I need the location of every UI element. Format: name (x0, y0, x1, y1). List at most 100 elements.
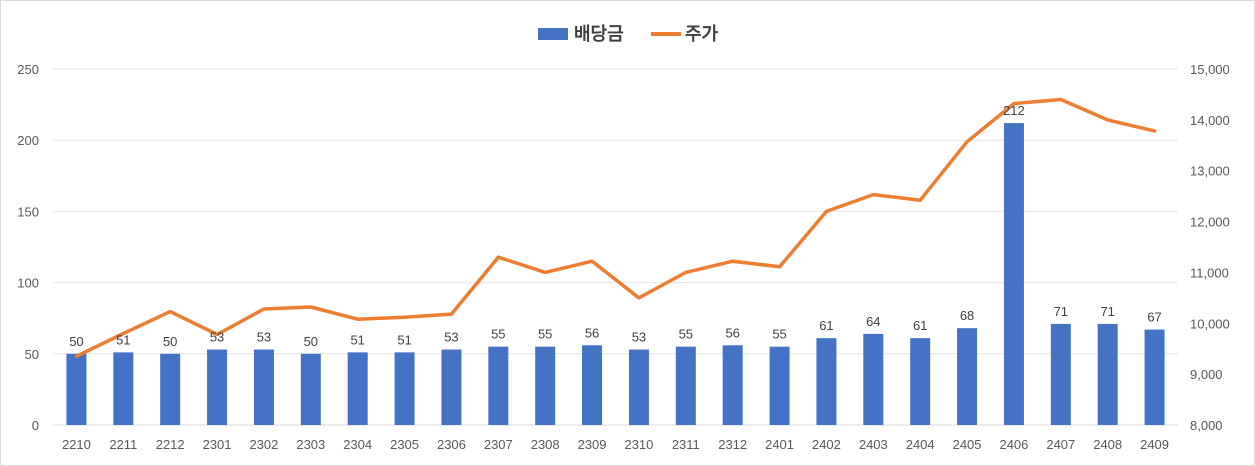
x-axis-tick-label: 2404 (906, 437, 935, 452)
dividend-data-label: 64 (866, 314, 880, 329)
bar-data-labels: 50 51 50 53 53 50 51 51 53 55 55 56 53 55 56 55 61 64 61 68… (69, 103, 1162, 349)
price-line-layer (74, 97, 1157, 359)
price-point (449, 312, 453, 316)
right-axis-tick-label: 10,000 (1190, 316, 1230, 331)
x-axis-tick-label: 2303 (296, 437, 325, 452)
x-axis-tick-label: 2311 (672, 437, 700, 452)
price-point (496, 255, 500, 259)
dividend-data-label: 56 (725, 325, 739, 340)
right-axis-tick-label: 12,000 (1190, 215, 1230, 230)
dividend-data-label: 55 (538, 327, 552, 342)
x-axis-tick-label: 2312 (718, 437, 747, 452)
price-point (74, 354, 78, 358)
dividend-bar (628, 349, 649, 425)
dividend-bar (300, 353, 321, 425)
x-axis-tick-label: 2301 (203, 437, 232, 452)
price-line (74, 97, 1157, 359)
x-axis-tick-label: 2305 (390, 437, 419, 452)
price-point (309, 305, 313, 309)
right-axis-tick-label: 15,000 (1190, 62, 1230, 77)
price-point (168, 310, 172, 314)
price-point (637, 296, 641, 300)
dividend-data-label: 51 (116, 332, 130, 347)
dividend-bar (957, 328, 978, 425)
x-axis-tick-label: 2406 (999, 437, 1028, 452)
left-axis-tick-label: 250 (17, 62, 39, 77)
dividend-data-label: 71 (1054, 304, 1068, 319)
price-point (356, 317, 360, 321)
price-point (684, 270, 688, 274)
left-axis-tick-label: 100 (17, 276, 39, 291)
dividend-data-label: 55 (679, 327, 693, 342)
x-axis-tick-label: 2402 (812, 437, 841, 452)
right-axis-tick-label: 9,000 (1190, 367, 1223, 382)
dividend-data-label: 71 (1100, 304, 1114, 319)
price-point (871, 193, 875, 197)
x-axis-tick-label: 2304 (343, 437, 372, 452)
dividend-bar (488, 346, 509, 425)
dividend-data-label: 50 (69, 334, 83, 349)
dividend-data-label: 61 (819, 318, 833, 333)
x-axis-tick-label: 2403 (859, 437, 888, 452)
dividend-data-label: 68 (960, 308, 974, 323)
price-point (403, 315, 407, 319)
dividend-bar (113, 352, 134, 425)
dividend-bar (207, 349, 228, 425)
dividend-bar (1144, 329, 1165, 425)
dividend-bar (816, 338, 837, 425)
dividend-data-label: 55 (491, 327, 505, 342)
dividend-bar (1097, 323, 1118, 425)
x-axis-tick-label: 2310 (624, 437, 653, 452)
dividend-data-label: 53 (210, 330, 224, 345)
legend-label-dividend: 배당금 (574, 24, 624, 45)
right-axis-ticks: 8,000 9,000 10,000 11,000 12,000 13,000 14,000… (1190, 62, 1230, 433)
dividend-data-label: 53 (632, 330, 646, 345)
x-axis-tick-label: 2308 (531, 437, 560, 452)
price-point (1153, 129, 1157, 133)
dividend-bar (863, 333, 884, 425)
dividend-bar (1003, 123, 1024, 425)
dividend-bar (66, 353, 87, 425)
dividend-data-label: 56 (585, 325, 599, 340)
price-point (1012, 102, 1016, 106)
x-axis-tick-label: 2405 (953, 437, 982, 452)
price-point (965, 140, 969, 144)
dividend-bar (769, 346, 790, 425)
x-axis-tick-label: 2408 (1093, 437, 1122, 452)
dividend-bar (582, 345, 603, 425)
price-point (590, 259, 594, 263)
price-point (918, 198, 922, 202)
dividend-bar (910, 338, 931, 425)
dividend-bar (675, 346, 696, 425)
left-axis-tick-label: 50 (25, 347, 39, 362)
x-axis-tick-label: 2307 (484, 437, 513, 452)
price-point (778, 265, 782, 269)
dividend-data-label: 51 (350, 332, 364, 347)
price-point (1059, 98, 1063, 102)
dividend-data-label: 51 (397, 332, 411, 347)
x-axis-tick-label: 2409 (1140, 437, 1169, 452)
x-axis-tick-label: 2212 (156, 437, 185, 452)
left-axis-ticks: 0 50 100 150 200 250 (17, 62, 39, 433)
dividend-data-label: 61 (913, 318, 927, 333)
price-point (262, 307, 266, 311)
dividend-bar (1050, 323, 1071, 425)
dividend-bar (347, 352, 368, 425)
dividend-bar (394, 352, 415, 425)
legend-swatch-dividend (538, 28, 568, 40)
x-axis-tick-label: 2211 (109, 437, 137, 452)
left-axis-tick-label: 0 (32, 418, 39, 433)
price-point (824, 209, 828, 213)
dividend-data-label: 55 (772, 327, 786, 342)
dividend-data-label: 50 (304, 334, 318, 349)
dividend-bars (66, 123, 1165, 425)
legend: 배당금 주가 (538, 24, 719, 45)
dividend-bar (160, 353, 181, 425)
right-axis-tick-label: 14,000 (1190, 113, 1230, 128)
dividend-data-label: 53 (257, 330, 271, 345)
dividend-bar (535, 346, 556, 425)
price-point (1106, 118, 1110, 122)
dividend-bar (722, 345, 743, 425)
dividend-data-label: 53 (444, 330, 458, 345)
